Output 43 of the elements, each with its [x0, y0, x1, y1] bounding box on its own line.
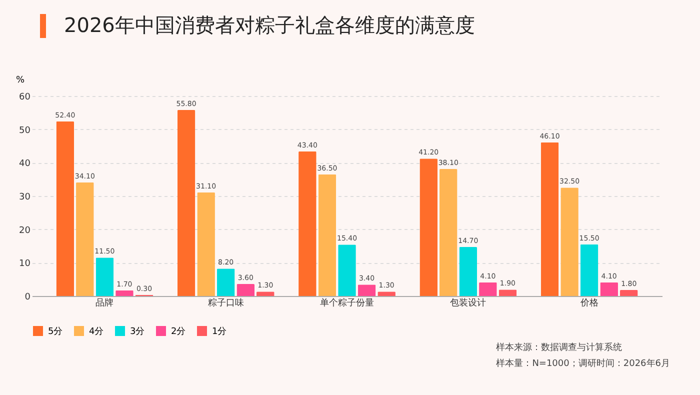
x-tick-label: 包装设计 [450, 298, 486, 308]
bar [318, 174, 336, 296]
y-tick-label: 40 [19, 159, 31, 170]
text: 样本来源：数据调查与计算系统 [496, 342, 624, 355]
legend-label: 3分 [130, 326, 145, 337]
y-tick-label: 30 [19, 192, 31, 202]
legend-label: 1分 [212, 326, 227, 337]
bar [96, 258, 114, 296]
chart-title: 2026年中国消费者对粽子礼盒各维度的满意度 [64, 12, 475, 39]
legend-label: 5分 [48, 326, 63, 337]
legend-label: 4分 [89, 326, 104, 337]
bar [498, 290, 517, 296]
y-tick-label: 0 [24, 292, 31, 302]
y-tick-label: 10 [19, 259, 31, 270]
bar [540, 142, 559, 296]
bar [56, 121, 74, 296]
bar [459, 247, 478, 296]
x-tick-label: 单个粽子份量 [320, 298, 374, 308]
bar [560, 188, 578, 296]
bar [236, 284, 255, 296]
bar [216, 268, 235, 296]
bar [177, 110, 196, 296]
bar [580, 244, 598, 296]
y-tick-label: 20 [19, 226, 31, 236]
bar [620, 290, 638, 296]
x-tick-label: 粽子口味 [208, 298, 244, 308]
y-tick-label: 60 [19, 92, 31, 102]
y-axis-title: % [16, 76, 25, 86]
bar [479, 282, 497, 296]
bar [439, 169, 458, 296]
legend-label: 2分 [171, 326, 186, 337]
x-tick-label: 价格 [579, 298, 598, 308]
bar [420, 158, 438, 296]
bar [76, 182, 94, 296]
y-tick-label: 50 [19, 126, 31, 136]
bar [358, 284, 376, 296]
bar [116, 290, 134, 296]
bar [600, 282, 618, 296]
x-tick-label: 品牌 [96, 298, 114, 308]
bar [338, 244, 356, 296]
bar [197, 192, 215, 296]
bar [298, 151, 316, 296]
text: 样本量：N=1000；调研时间：2026年6月 [496, 358, 670, 371]
